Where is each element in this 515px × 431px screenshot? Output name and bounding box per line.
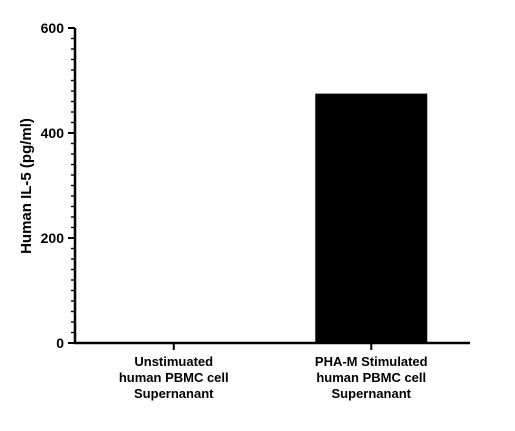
- y-tick-label: 400: [41, 125, 65, 141]
- x-axis-tick-labels: Unstimuated human PBMC cell SupernanantPHA…: [119, 354, 428, 401]
- y-tick-label: 0: [56, 335, 64, 351]
- x-tick-label-line: Supernanant: [134, 386, 214, 401]
- x-tick-label-line: Unstimuated: [134, 354, 213, 369]
- y-axis-title: Human IL-5 (pg/ml): [18, 118, 35, 254]
- x-tick-label-line: human PBMC cell: [119, 370, 229, 385]
- bars: [315, 93, 428, 343]
- x-tick-label: PHA-M Stimulated human PBMC cell Supernana…: [315, 354, 428, 401]
- y-axis-tick-labels: 0 200 400 600: [41, 20, 65, 351]
- y-tick-label: 200: [41, 230, 65, 246]
- x-tick-label-line: human PBMC cell: [316, 370, 426, 385]
- bar: [315, 93, 428, 343]
- x-tick-label: Unstimuated human PBMC cell Supernanant: [119, 354, 229, 401]
- x-tick-label-line: PHA-M Stimulated: [315, 354, 428, 369]
- y-tick-label: 600: [41, 20, 65, 36]
- x-tick-label-line: Supernanant: [332, 386, 412, 401]
